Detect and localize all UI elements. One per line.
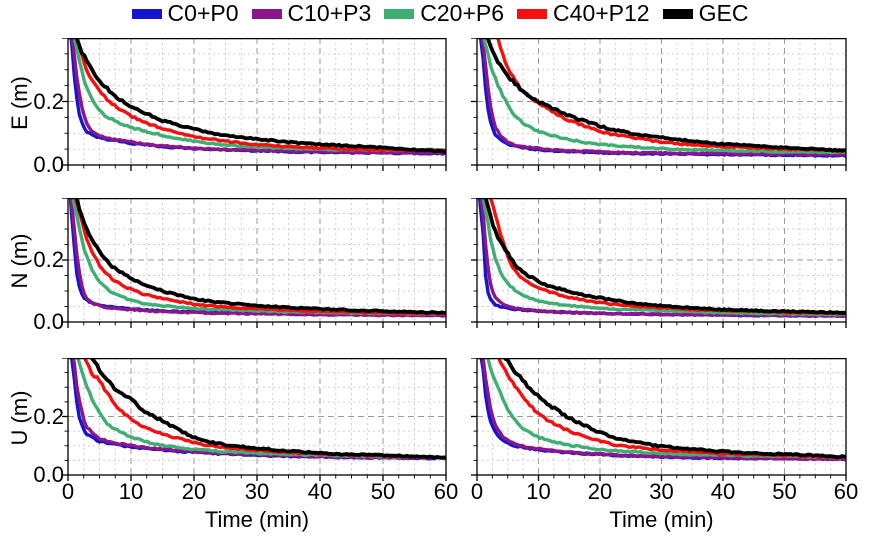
gridlines — [477, 198, 846, 322]
gridlines — [68, 198, 446, 322]
series-line-C40+P12 — [496, 38, 846, 153]
axes-frame — [471, 38, 847, 171]
subplot-E-right — [471, 38, 847, 171]
legend-item-C10+P3: C10+P3 — [251, 0, 372, 26]
x-tick-label: 20 — [181, 479, 207, 504]
legend-swatch-C40+P12 — [517, 8, 548, 19]
y-tick-label: 0.0 — [33, 309, 64, 334]
axes-frame — [471, 198, 847, 328]
series-line-C10+P3 — [481, 358, 846, 462]
legend-label: C0+P0 — [167, 0, 239, 26]
x-tick-label: 50 — [772, 479, 797, 504]
series-line-C40+P12 — [75, 38, 446, 153]
x-axis-title: Time (min) — [609, 507, 714, 532]
x-tick-label: 60 — [833, 479, 859, 504]
gridlines — [477, 358, 846, 475]
x-tick-label: 20 — [587, 479, 613, 504]
legend: C0+P0 C10+P3 C20+P6 C40+P12 GEC — [0, 2, 880, 25]
y-tick-label: 0.2 — [33, 403, 64, 429]
series-line-GEC — [483, 198, 846, 315]
x-tick-label: 10 — [526, 479, 551, 504]
series-line-C0+P0 — [69, 38, 446, 156]
x-tick-label: 60 — [433, 479, 459, 504]
x-tick-label: 40 — [710, 479, 736, 504]
legend-label: C10+P3 — [287, 0, 372, 26]
x-tick-label: 10 — [118, 479, 144, 504]
series-line-GEC — [74, 38, 446, 154]
legend-item-C40+P12: C40+P12 — [517, 2, 650, 25]
axes-frame — [62, 38, 447, 171]
x-tick-label: 30 — [649, 479, 674, 504]
legend-swatch-C20+P6 — [384, 8, 415, 19]
series-line-GEC — [89, 358, 446, 460]
x-tick-label: 30 — [244, 479, 270, 504]
series-line-C40+P12 — [488, 198, 846, 316]
legend-item-GEC: GEC — [662, 0, 749, 26]
series-line-C20+P6 — [481, 198, 846, 317]
legend-label: GEC — [698, 0, 749, 26]
axes-frame — [471, 358, 847, 481]
legend-swatch-C10+P3 — [251, 8, 282, 19]
y-tick-label: 0.2 — [33, 247, 64, 272]
subplot-E-left — [62, 38, 447, 171]
y-tick-label: 0.0 — [33, 462, 64, 487]
legend-item-C0+P0: C0+P0 — [131, 0, 239, 26]
series-line-GEC — [74, 198, 446, 315]
legend-item-C20+P6: C20+P6 — [384, 2, 504, 25]
gridlines — [68, 358, 446, 475]
series-line-C20+P6 — [482, 38, 846, 155]
subplot-N-right — [471, 198, 847, 328]
series-line-C20+P6 — [71, 198, 446, 316]
legend-swatch-C0+P0 — [131, 8, 162, 19]
series-line-C10+P3 — [480, 38, 846, 157]
y-tick-label: 0.0 — [33, 152, 64, 177]
legend-label: C20+P6 — [420, 0, 505, 26]
x-tick-label: 50 — [370, 479, 396, 504]
series-line-GEC — [502, 358, 846, 459]
gridlines — [477, 38, 846, 165]
x-tick-label: 0 — [470, 479, 484, 504]
x-tick-label: 40 — [307, 479, 333, 504]
x-axis-title: Time (min) — [204, 507, 310, 532]
y-tick-label: 0.2 — [33, 88, 64, 114]
legend-label: C40+P12 — [553, 0, 650, 26]
axes-frame — [62, 358, 447, 481]
x-tick-label: 0 — [61, 479, 75, 504]
subplot-U-left — [62, 358, 447, 481]
series-line-C20+P6 — [72, 38, 446, 153]
subplot-N-left — [62, 198, 447, 328]
series-line-C10+P3 — [70, 38, 446, 156]
series-line-GEC — [485, 38, 846, 153]
legend-swatch-GEC — [662, 8, 693, 19]
subplot-U-right — [471, 358, 847, 481]
axes-frame — [62, 198, 447, 328]
